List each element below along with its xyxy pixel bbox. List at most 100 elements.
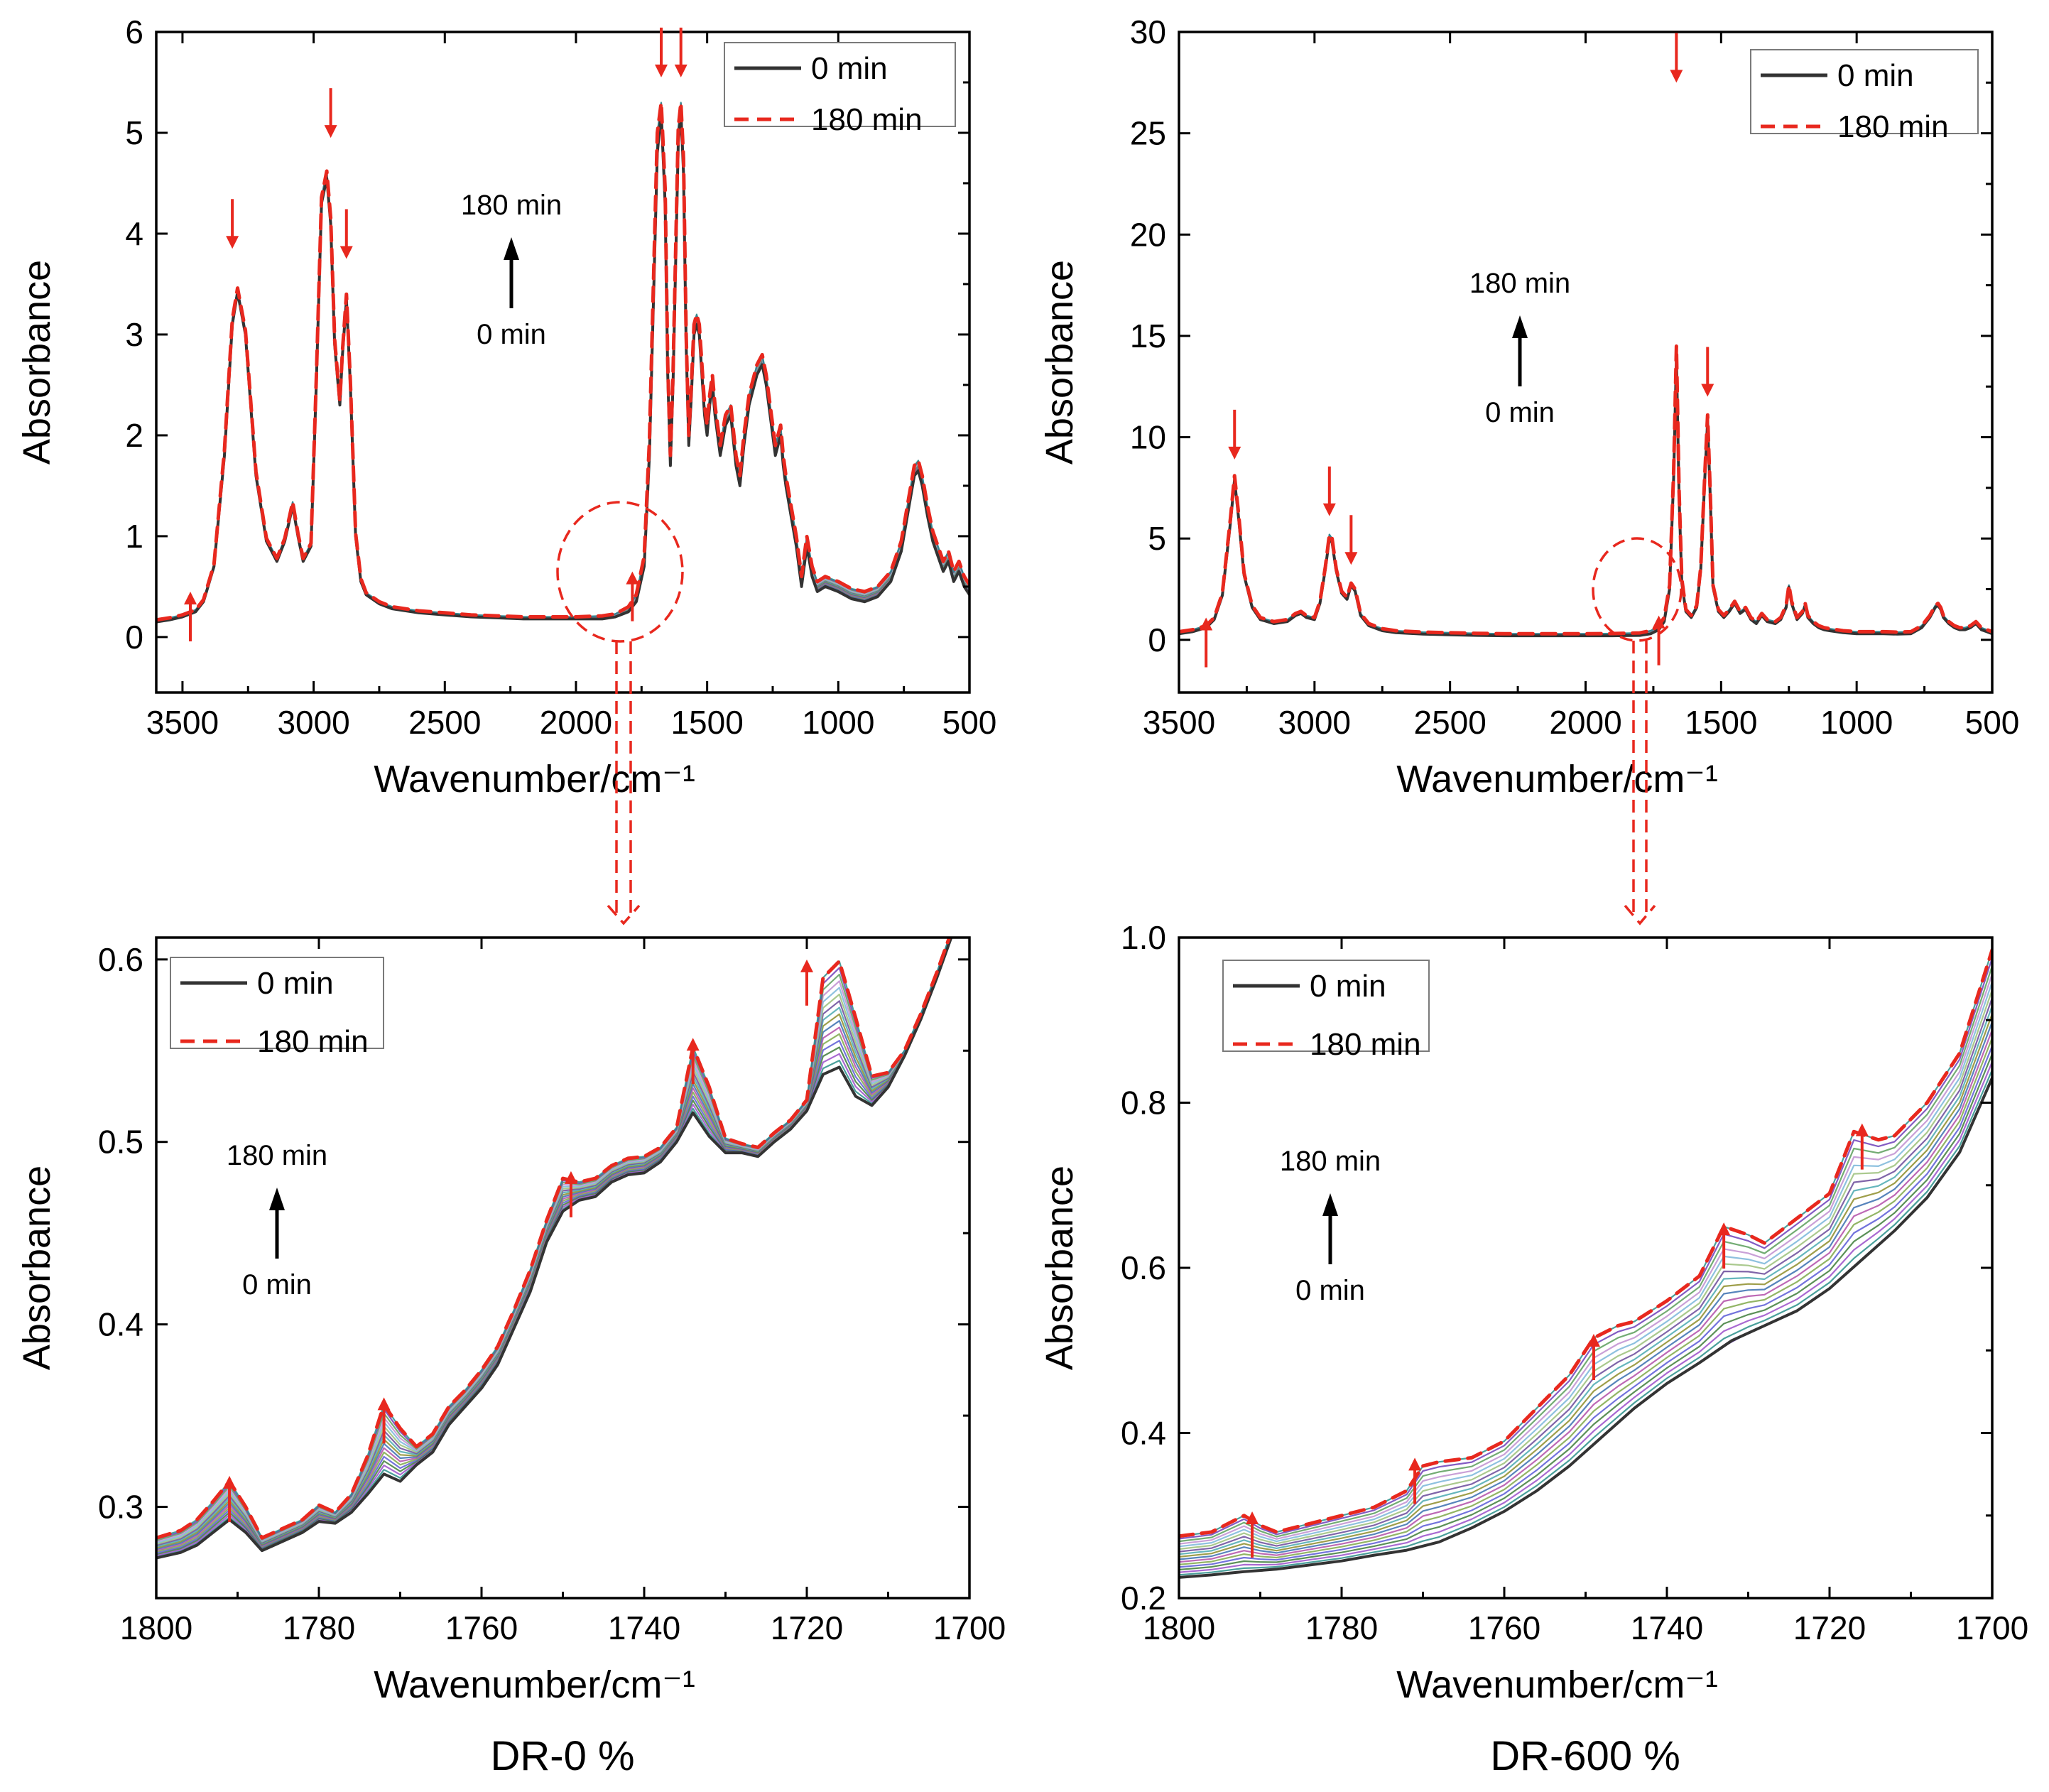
x-tick-label: 1800 — [120, 1609, 192, 1646]
intermediate-curve — [156, 108, 969, 622]
x-tick-label: 2500 — [1413, 704, 1486, 741]
zoom-region-circle-right — [1592, 537, 1683, 642]
intermediate-curve — [1179, 353, 1992, 636]
peak-arrowhead — [1322, 503, 1336, 516]
legend: 0 min 180 min — [170, 957, 384, 1059]
intermediate-curve — [156, 109, 969, 623]
time-label-0-min: 0 min — [242, 1269, 312, 1300]
peak-arrowhead — [1652, 615, 1665, 629]
legend-label-180-min: 180 min — [1310, 1027, 1421, 1062]
x-tick-label: 1760 — [445, 1609, 518, 1646]
y-axis-title: Absorbance — [16, 260, 58, 465]
chart-panel-bottom-left: 1800 1780 1760 1740 1720 1700 0.3 0.4 0.5 0.6 Wave… — [16, 936, 1006, 1706]
peak-arrow — [377, 1397, 391, 1444]
peak-arrow — [1652, 615, 1665, 666]
peak-arrowhead — [564, 1171, 577, 1184]
peak-arrow — [1701, 347, 1714, 397]
y-tick-label: 1.0 — [1121, 919, 1166, 956]
legend-box — [1222, 960, 1430, 1052]
intermediate-curve — [1179, 1061, 1992, 1573]
intermediate-curve — [1179, 352, 1992, 636]
y-tick-label: 0.6 — [1121, 1249, 1166, 1286]
peak-arrowhead — [1344, 552, 1358, 565]
time-direction-arrowhead — [1322, 1193, 1338, 1216]
x-tick-label: 1780 — [1305, 1609, 1378, 1646]
x-tick-label: 1000 — [802, 704, 874, 741]
peak-arrowhead — [377, 1397, 391, 1411]
x-tick-label: 1780 — [283, 1609, 355, 1646]
x-tick-label: 500 — [942, 704, 997, 741]
time-direction-arrowhead — [1512, 315, 1528, 338]
time-label-180-min: 180 min — [1469, 268, 1570, 299]
peak-arrowhead — [674, 64, 687, 77]
intermediate-curve — [1179, 346, 1992, 635]
y-tick-label: 20 — [1130, 216, 1166, 253]
y-tick-label: 25 — [1130, 115, 1166, 152]
intermediate-curve — [156, 107, 969, 622]
series-line-180-min — [1179, 947, 1992, 1538]
time-direction-arrowhead — [504, 237, 519, 260]
time-label-180-min: 180 min — [1280, 1146, 1381, 1177]
legend-label-180-min: 180 min — [811, 102, 923, 137]
zoom-connector-right-head — [1624, 904, 1656, 925]
intermediate-curve — [1179, 349, 1992, 636]
intermediate-curve — [156, 111, 969, 623]
caption-dr-0: DR-0 % — [490, 1733, 634, 1779]
x-tick-label: 3500 — [146, 704, 219, 741]
y-tick-label: 5 — [1148, 520, 1166, 557]
y-tick-label: 1 — [125, 518, 143, 555]
peak-arrowhead — [1408, 1457, 1422, 1471]
y-axis-title: Absorbance — [1038, 1166, 1081, 1370]
peak-arrow — [686, 1038, 700, 1085]
peak-arrow — [626, 571, 639, 621]
y-tick-label: 4 — [125, 215, 143, 252]
intermediate-curve — [1179, 352, 1992, 636]
intermediate-curve — [1179, 1029, 1992, 1563]
legend: 0 min 180 min — [724, 42, 956, 137]
legend-label-180-min: 180 min — [257, 1024, 369, 1059]
peak-arrowhead — [1717, 1222, 1731, 1236]
y-tick-label: 0.5 — [98, 1124, 143, 1161]
intermediate-curve — [1179, 354, 1992, 636]
x-tick-label: 1740 — [608, 1609, 680, 1646]
peak-arrowhead — [339, 246, 353, 259]
x-tick-label: 3000 — [1278, 704, 1351, 741]
intermediate-curve — [156, 109, 969, 622]
x-tick-label: 2500 — [408, 704, 481, 741]
x-axis-title: Wavenumber/cm⁻¹ — [1396, 1663, 1718, 1706]
chart-panel-top-left: 3500 3000 2500 2000 1500 1000 500 0 1 2 3 4 5 6 Wavenu… — [16, 13, 996, 800]
legend-label-0-min: 0 min — [257, 966, 334, 1001]
intermediate-curve — [1179, 347, 1992, 635]
series-line-180-min — [1179, 344, 1992, 636]
y-axis-title: Absorbance — [16, 1166, 58, 1370]
legend: 0 min 180 min — [1222, 960, 1430, 1062]
peak-arrowhead — [800, 959, 813, 972]
zoom-connector-left-head — [607, 904, 641, 925]
peak-arrow — [674, 27, 687, 77]
x-tick-label: 2000 — [540, 704, 612, 741]
intermediate-curve — [1179, 345, 1992, 635]
legend-box — [1750, 49, 1979, 134]
x-tick-label: 1800 — [1143, 1609, 1215, 1646]
legend-box — [724, 42, 956, 127]
peak-arrow — [564, 1171, 577, 1217]
x-tick-label: 1720 — [771, 1609, 843, 1646]
intermediate-curve — [1179, 350, 1992, 636]
x-tick-label: 1760 — [1468, 1609, 1540, 1646]
y-tick-label: 0.2 — [1121, 1580, 1166, 1617]
legend-label-0-min: 0 min — [811, 51, 888, 86]
time-direction-arrowhead — [269, 1188, 285, 1210]
zoom-connectors — [556, 501, 1683, 925]
intermediate-curve — [1179, 1037, 1992, 1565]
intermediate-curve — [156, 109, 969, 622]
peak-arrowhead — [1670, 70, 1683, 83]
peak-arrowhead — [226, 236, 239, 249]
peak-arrow — [1717, 1222, 1731, 1269]
y-tick-label: 30 — [1130, 13, 1166, 50]
zoom-connector-left — [615, 641, 632, 913]
y-tick-label: 0.8 — [1121, 1085, 1166, 1122]
y-tick-label: 3 — [125, 316, 143, 353]
peak-arrow — [1408, 1457, 1422, 1504]
peak-arrow — [1228, 409, 1241, 460]
